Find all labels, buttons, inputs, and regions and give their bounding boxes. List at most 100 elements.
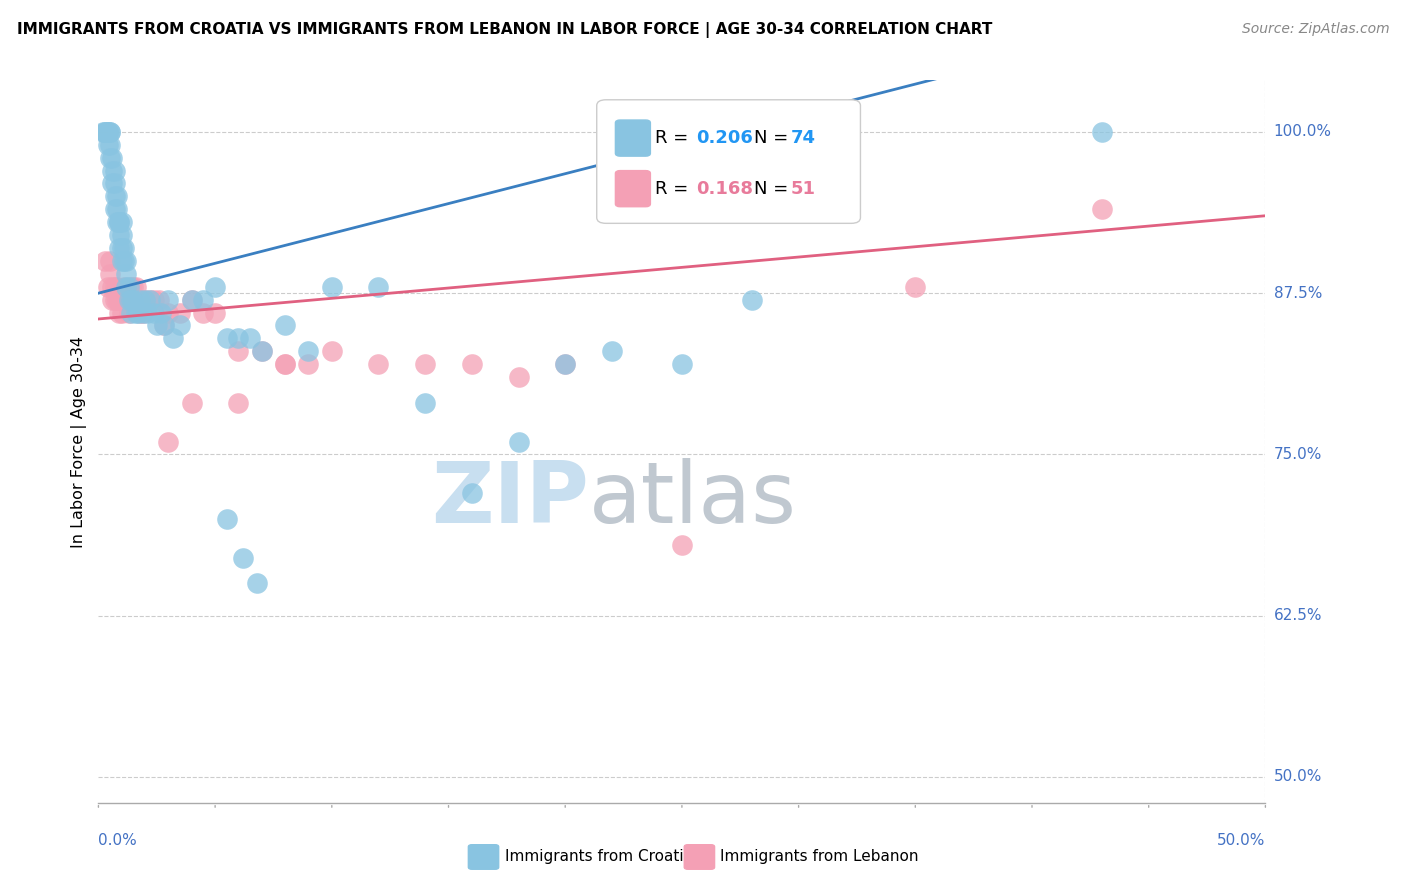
Point [169, 305, 191, 319]
Point [125, 305, 148, 319]
Point [120, 305, 142, 319]
Point [118, 293, 141, 307]
Point [600, 344, 623, 359]
Point [125, 279, 148, 293]
Point [111, 293, 134, 307]
Point [108, 215, 131, 229]
Point [143, 305, 166, 319]
Point [122, 293, 145, 307]
Point [112, 293, 135, 307]
Point [367, 279, 389, 293]
FancyBboxPatch shape [616, 170, 651, 207]
Point [98, 125, 121, 139]
Point [461, 486, 484, 500]
Point [98, 267, 121, 281]
Point [134, 293, 156, 307]
Point [134, 293, 156, 307]
Point [228, 344, 250, 359]
Point [139, 293, 162, 307]
Point [169, 318, 191, 333]
Point [132, 305, 155, 319]
Point [112, 279, 135, 293]
Point [274, 357, 297, 371]
Point [274, 318, 297, 333]
Text: Source: ZipAtlas.com: Source: ZipAtlas.com [1241, 22, 1389, 37]
Point [97, 137, 120, 152]
Point [105, 279, 128, 293]
Text: 50.0%: 50.0% [1274, 770, 1322, 784]
Point [115, 279, 138, 293]
Point [152, 318, 174, 333]
Text: Immigrants from Croatia: Immigrants from Croatia [505, 849, 693, 864]
Point [904, 279, 927, 293]
Point [321, 279, 343, 293]
Text: 75.0%: 75.0% [1274, 447, 1322, 462]
Point [94, 125, 117, 139]
Point [204, 305, 226, 319]
Point [111, 305, 134, 319]
Point [150, 305, 173, 319]
Point [143, 293, 166, 307]
Point [91, 125, 114, 139]
Point [122, 279, 145, 293]
Text: 100.0%: 100.0% [1274, 124, 1331, 139]
Text: 50.0%: 50.0% [1218, 833, 1265, 848]
Point [108, 305, 131, 319]
Point [112, 241, 135, 255]
Point [461, 357, 484, 371]
Point [101, 279, 124, 293]
Y-axis label: In Labor Force | Age 30-34: In Labor Force | Age 30-34 [72, 335, 87, 548]
Point [105, 215, 128, 229]
Point [250, 344, 273, 359]
Point [508, 434, 530, 449]
Point [204, 279, 226, 293]
Point [152, 318, 174, 333]
Point [413, 396, 436, 410]
Point [115, 253, 138, 268]
Text: R =: R = [655, 129, 695, 147]
Point [146, 318, 169, 333]
Text: 0.206: 0.206 [696, 129, 752, 147]
Point [98, 125, 121, 139]
Point [105, 202, 128, 217]
Point [132, 305, 155, 319]
Text: 0.0%: 0.0% [98, 833, 138, 848]
Point [111, 241, 134, 255]
Text: atlas: atlas [589, 458, 797, 541]
Point [104, 279, 127, 293]
Point [97, 125, 120, 139]
Point [111, 228, 134, 243]
Point [157, 293, 180, 307]
Point [112, 253, 135, 268]
Point [193, 305, 215, 319]
Text: 0.168: 0.168 [696, 179, 754, 198]
Point [101, 163, 124, 178]
Text: Immigrants from Lebanon: Immigrants from Lebanon [720, 849, 920, 864]
Point [554, 357, 576, 371]
Point [101, 293, 124, 307]
Point [127, 305, 149, 319]
Point [104, 177, 127, 191]
Text: 74: 74 [790, 129, 815, 147]
Point [129, 293, 152, 307]
Point [118, 279, 141, 293]
FancyBboxPatch shape [468, 845, 499, 870]
Point [136, 305, 159, 319]
Text: 87.5%: 87.5% [1274, 285, 1322, 301]
Point [274, 357, 297, 371]
Point [94, 253, 117, 268]
Point [120, 293, 142, 307]
Point [554, 357, 576, 371]
Text: R =: R = [655, 179, 695, 198]
FancyBboxPatch shape [596, 100, 860, 223]
Point [98, 151, 121, 165]
Text: 62.5%: 62.5% [1274, 608, 1322, 624]
Point [111, 215, 134, 229]
Point [162, 331, 184, 345]
Point [94, 125, 117, 139]
Point [104, 189, 127, 203]
Point [180, 396, 202, 410]
Point [101, 151, 124, 165]
Point [111, 253, 134, 268]
Point [1091, 125, 1114, 139]
